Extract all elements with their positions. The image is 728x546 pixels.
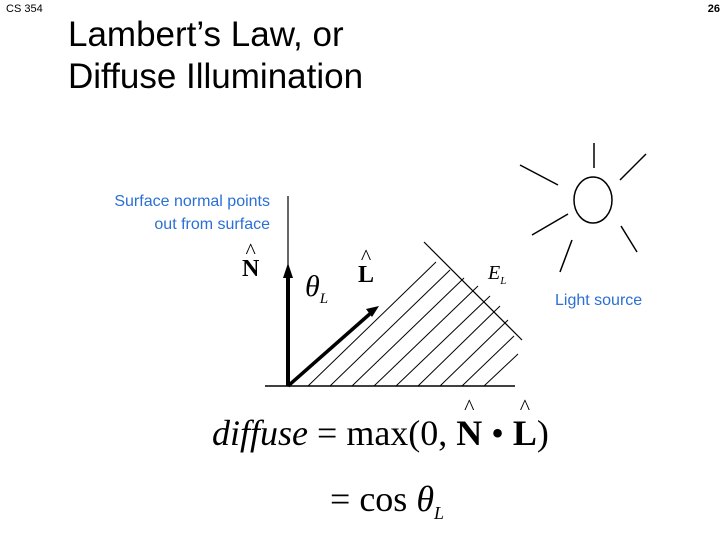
title-line-2: Diffuse Illumination (68, 57, 364, 96)
normal-arrowhead (283, 263, 293, 278)
diffuse-equation: diffuse = max(0, N • L) (212, 412, 549, 454)
slide-title: Lambert’s Law, or Diffuse Illumination (68, 14, 363, 98)
page-number: 26 (707, 3, 720, 15)
title-line-1: Lambert’s Law, or (68, 15, 344, 54)
dot-operator: • (482, 413, 513, 453)
normal-annotation: Surface normal points out from surface (60, 190, 270, 236)
normal-annotation-line-1: Surface normal points (114, 193, 270, 210)
light-ray (307, 261, 437, 387)
irradiance-symbol: EL (488, 262, 507, 287)
cosine-equation: = cos θL (330, 479, 445, 524)
light-ray (373, 285, 479, 387)
normal-annotation-line-2: out from surface (154, 216, 270, 233)
light-ray (483, 353, 519, 387)
light-ray (329, 269, 451, 387)
light-ray (351, 277, 465, 387)
normal-term: N (456, 412, 482, 454)
light-ray (417, 305, 501, 387)
light-arrowhead (366, 306, 379, 317)
light-rays (307, 261, 519, 387)
light-ray (461, 335, 515, 387)
light-vector (286, 310, 374, 388)
light-symbol: L (358, 262, 374, 289)
light-source-label: Light source (555, 292, 643, 309)
angle-symbol: θL (305, 270, 329, 307)
normal-symbol: N (242, 256, 259, 283)
light-ray (395, 295, 491, 387)
light-term: L (513, 412, 537, 454)
wavefront-line (423, 241, 523, 341)
course-label: CS 354 (6, 3, 43, 15)
sun-icon (519, 143, 647, 273)
light-ray (439, 319, 509, 387)
